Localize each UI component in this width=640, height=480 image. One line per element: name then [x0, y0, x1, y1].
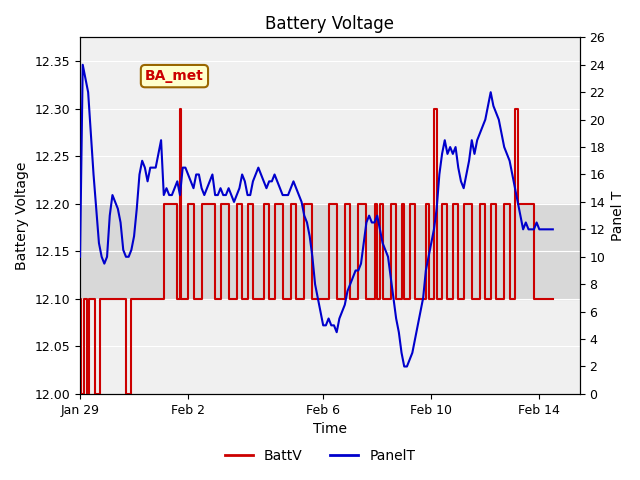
- Y-axis label: Battery Voltage: Battery Voltage: [15, 161, 29, 270]
- X-axis label: Time: Time: [313, 422, 347, 436]
- Legend: BattV, PanelT: BattV, PanelT: [220, 443, 420, 468]
- Bar: [80, 204, 580, 299]
- Y-axis label: Panel T: Panel T: [611, 191, 625, 241]
- Title: Battery Voltage: Battery Voltage: [266, 15, 394, 33]
- Text: BA_met: BA_met: [145, 69, 204, 83]
